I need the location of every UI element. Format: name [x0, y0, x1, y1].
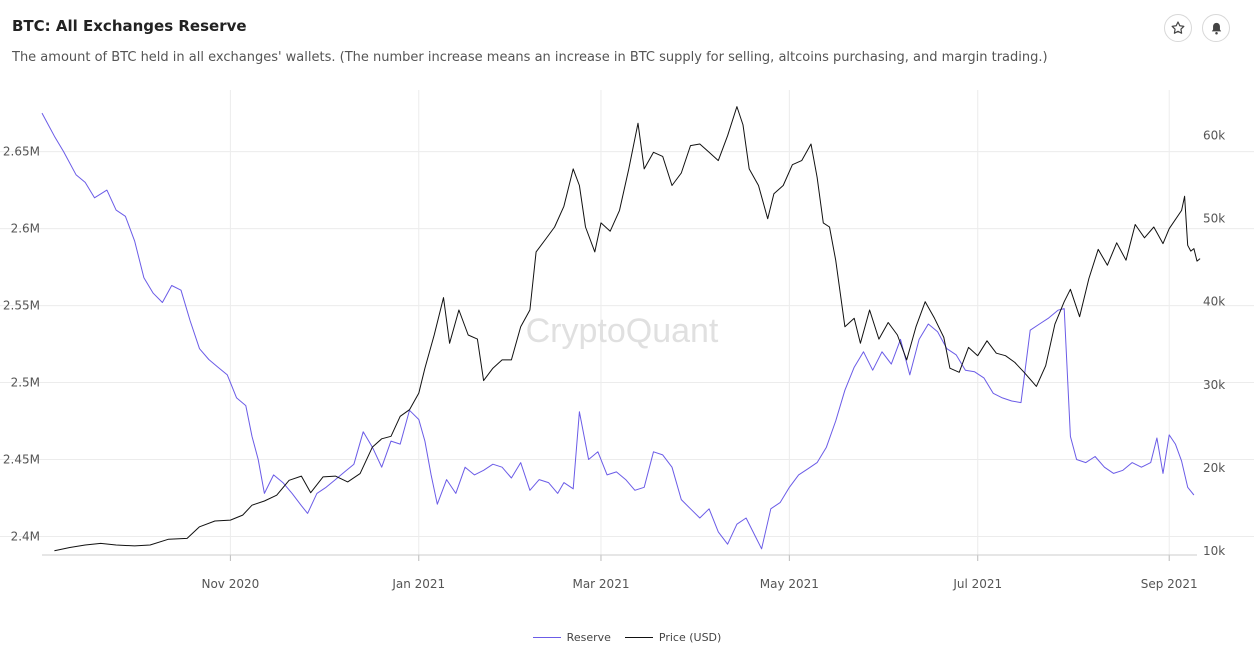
y-right-tick-label: 30k [1203, 378, 1225, 392]
alert-button[interactable] [1202, 14, 1230, 42]
y-right-tick-label: 40k [1203, 295, 1225, 309]
bell-icon [1211, 22, 1221, 34]
x-tick-label: Nov 2020 [201, 577, 259, 591]
y-right-tick-label: 60k [1203, 129, 1225, 143]
legend-swatch [532, 637, 561, 638]
legend-item-reserve[interactable]: Reserve [532, 631, 611, 644]
legend-swatch [624, 637, 653, 638]
y-right-tick-label: 50k [1203, 212, 1225, 226]
series-layer [41, 106, 1201, 552]
y-left-tick-label: 2.6M [11, 222, 40, 236]
chart-area: CryptoQuant 2.4M 2.45M 2.5M 2.55M 2.6M 2.65M 1… [0, 90, 1254, 591]
legend-label: Price (USD) [658, 631, 722, 644]
y-right-tick-label: 20k [1203, 461, 1225, 475]
chart-subtitle: The amount of BTC held in all exchanges'… [12, 50, 1048, 65]
x-tick-label: Mar 2021 [572, 577, 629, 591]
y-left-tick-label: 2.65M [3, 145, 40, 159]
legend: Reserve Price (USD) [0, 631, 1254, 644]
y-left-tick-label: 2.45M [3, 453, 40, 467]
series-line-reserve [41, 112, 1195, 550]
series-line-price [54, 106, 1201, 552]
y-left-tick-label: 2.4M [11, 530, 40, 544]
grid [0, 90, 1254, 555]
x-tick-label: Jul 2021 [952, 577, 1002, 591]
favorite-button[interactable] [1164, 14, 1192, 42]
legend-label: Reserve [566, 631, 611, 644]
chart-title: BTC: All Exchanges Reserve [12, 17, 247, 35]
y-right-tick-label: 10k [1203, 544, 1225, 558]
x-tick-label: Jan 2021 [391, 577, 445, 591]
star-icon [1171, 21, 1185, 34]
y-left-tick-label: 2.5M [11, 376, 40, 390]
x-tick-label: Sep 2021 [1141, 577, 1198, 591]
x-tick-label: May 2021 [760, 577, 819, 591]
y-left-tick-label: 2.55M [3, 299, 40, 313]
legend-item-price[interactable]: Price (USD) [624, 631, 722, 644]
axes: 2.4M 2.45M 2.5M 2.55M 2.6M 2.65M 10k 20k 30k 40k 5… [3, 129, 1225, 591]
watermark: CryptoQuant [526, 312, 719, 350]
